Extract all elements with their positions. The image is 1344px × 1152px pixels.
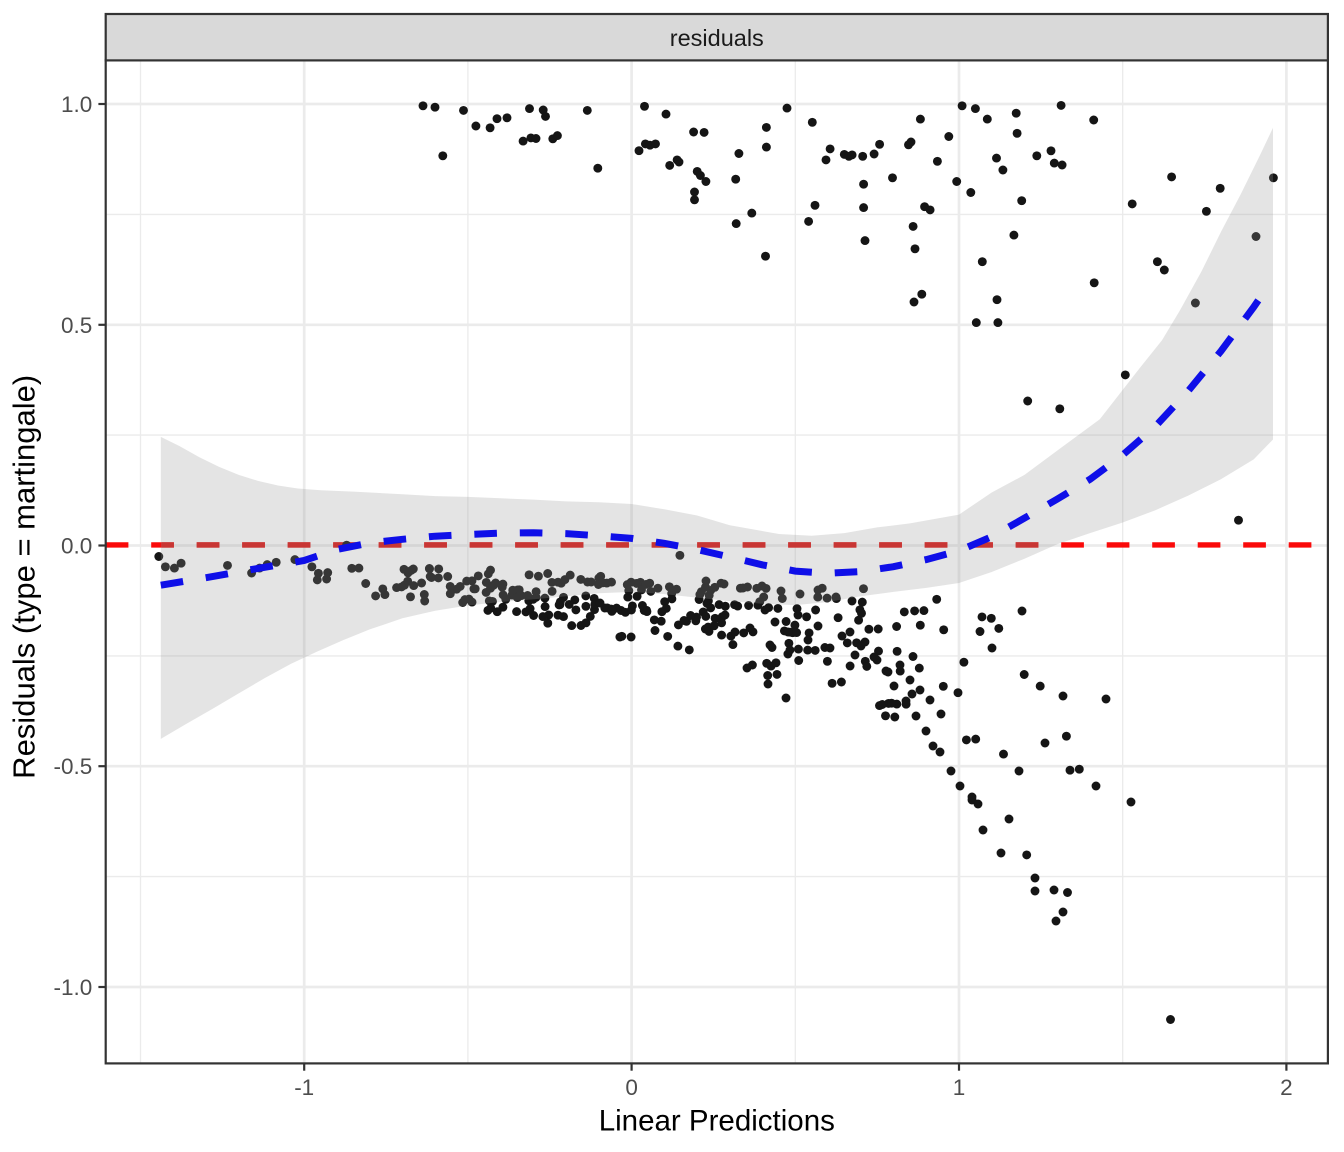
svg-text:-0.5: -0.5 (54, 754, 93, 779)
svg-text:0: 0 (625, 1075, 638, 1100)
svg-text:1: 1 (953, 1075, 966, 1100)
svg-text:0.0: 0.0 (61, 534, 92, 559)
svg-text:residuals: residuals (670, 25, 764, 51)
svg-text:-1.0: -1.0 (54, 975, 93, 1000)
svg-text:0.5: 0.5 (61, 313, 92, 338)
svg-text:Residuals (type = martingale): Residuals (type = martingale) (7, 375, 42, 779)
svg-text:1.0: 1.0 (61, 92, 92, 117)
svg-text:2: 2 (1280, 1075, 1293, 1100)
svg-text:-1: -1 (294, 1075, 314, 1100)
svg-text:Linear Predictions: Linear Predictions (599, 1104, 835, 1137)
